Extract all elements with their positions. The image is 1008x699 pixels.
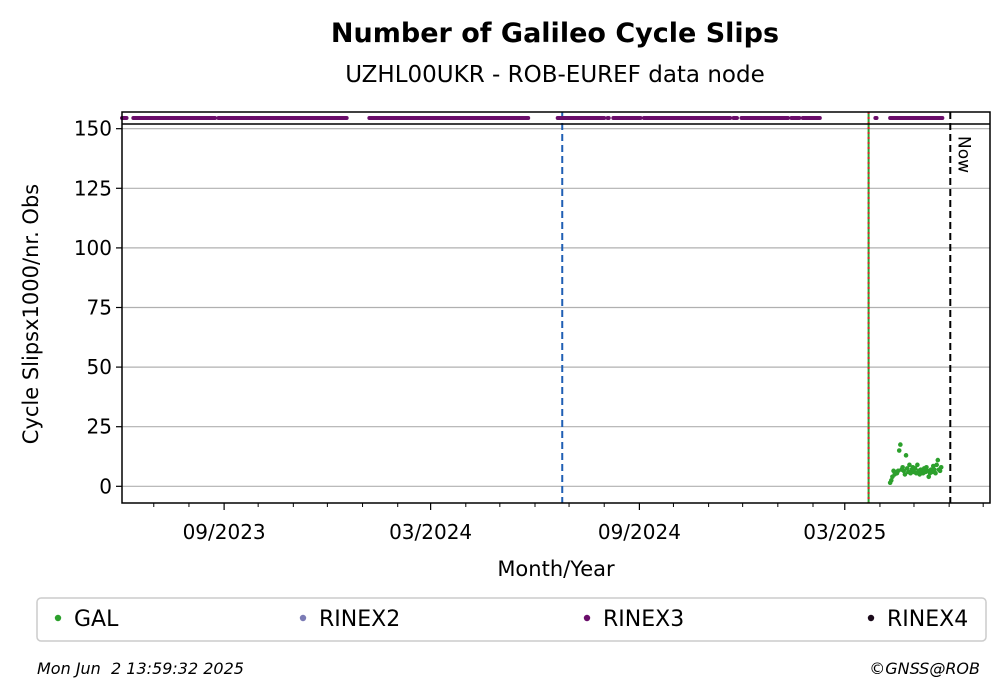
x-tick-label: 09/2023 (183, 520, 266, 544)
x-axis-label: Month/Year (497, 557, 615, 581)
y-axis-label: Cycle Slipsx1000/nr. Obs (19, 184, 43, 444)
gal-point (932, 467, 937, 472)
rinex3-point (344, 116, 349, 120)
rinex3-point (728, 116, 733, 120)
footer-credit: ©GNSS@ROB (869, 659, 980, 678)
now-label: Now (953, 136, 973, 173)
legend-item: RINEX2 (299, 607, 400, 632)
legend-label: RINEX4 (887, 607, 968, 632)
gal-point (924, 464, 929, 470)
legend-label: RINEX3 (603, 607, 684, 632)
rinex3-point (602, 116, 607, 120)
gal-point (915, 462, 920, 468)
legend-item: GAL (54, 607, 119, 632)
footer-timestamp: Mon Jun 2 13:59:32 2025 (37, 659, 244, 678)
rinex3-point (786, 116, 791, 120)
chart-subtitle: UZHL00UKR - ROB-EUREF data node (345, 62, 764, 88)
legend-label: RINEX2 (319, 607, 400, 632)
gal-point (898, 442, 903, 447)
rinex3-point (638, 116, 643, 120)
gal-point (935, 457, 941, 463)
vertical-markers (561, 112, 952, 503)
gal-point (912, 466, 918, 471)
rinex3-point (526, 116, 531, 120)
gal-point (907, 462, 912, 468)
x-tick-label: 03/2024 (389, 520, 472, 544)
y-tick-label: 125 (74, 176, 112, 200)
rinex3-point (874, 116, 879, 120)
y-tick-label: 75 (87, 296, 112, 320)
legend-item: RINEX4 (867, 607, 968, 632)
gal-point (934, 462, 939, 468)
gal-point (900, 464, 905, 470)
legend: GAL RINEX2 RINEX3 RINEX4 (54, 607, 968, 632)
gridlines (122, 128, 990, 487)
y-tick-label: 25 (87, 415, 112, 439)
gal-point (926, 474, 932, 480)
gal-point (904, 466, 910, 471)
rinex3-point (797, 116, 802, 120)
x-tick-label: 09/2024 (598, 520, 681, 544)
rinex3-point (606, 116, 611, 120)
gal-point (938, 464, 944, 470)
legend-box (36, 597, 987, 642)
x-axis-ticks: 09/2023 03/2024 09/2024 03/2025 (153, 503, 984, 544)
rinex3-point (734, 116, 739, 120)
legend-marker (867, 614, 875, 622)
y-tick-label: 50 (87, 355, 112, 379)
gal-point (933, 470, 938, 476)
legend-marker (54, 614, 62, 622)
y-tick-label: 100 (74, 236, 112, 260)
legend-label: GAL (74, 607, 119, 632)
y-axis-ticks: 0 25 50 75 100 125 150 (74, 117, 122, 498)
rinex3-availability-band (120, 116, 945, 120)
rinex3-point (940, 116, 945, 120)
gal-point (903, 453, 909, 458)
gal-point (888, 478, 894, 483)
legend-marker (299, 614, 307, 622)
gal-series (887, 442, 944, 486)
gal-point (902, 472, 908, 477)
rinex3-point (124, 116, 129, 120)
gal-point (937, 468, 943, 474)
y-tick-label: 150 (74, 117, 112, 141)
legend-marker (583, 614, 591, 622)
rinex3-point (213, 116, 218, 120)
rinex3-point (817, 116, 822, 120)
chart-title: Number of Galileo Cycle Slips (331, 18, 779, 49)
y-tick-label: 0 (99, 474, 112, 498)
gal-point (896, 448, 902, 453)
gal-point (901, 468, 907, 474)
x-tick-label: 03/2025 (803, 520, 886, 544)
legend-item: RINEX3 (583, 607, 684, 632)
